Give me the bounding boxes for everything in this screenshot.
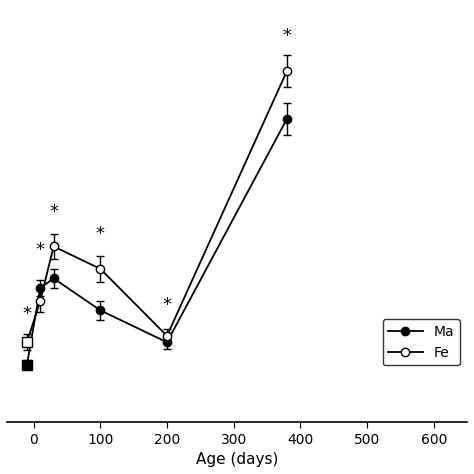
Text: *: * bbox=[96, 225, 105, 243]
X-axis label: Age (days): Age (days) bbox=[196, 452, 278, 467]
Text: *: * bbox=[22, 305, 31, 323]
Text: *: * bbox=[36, 241, 45, 259]
Text: *: * bbox=[163, 295, 172, 313]
Text: *: * bbox=[283, 27, 292, 45]
Legend: Ma, Fe: Ma, Fe bbox=[383, 319, 460, 365]
Text: *: * bbox=[49, 203, 58, 221]
